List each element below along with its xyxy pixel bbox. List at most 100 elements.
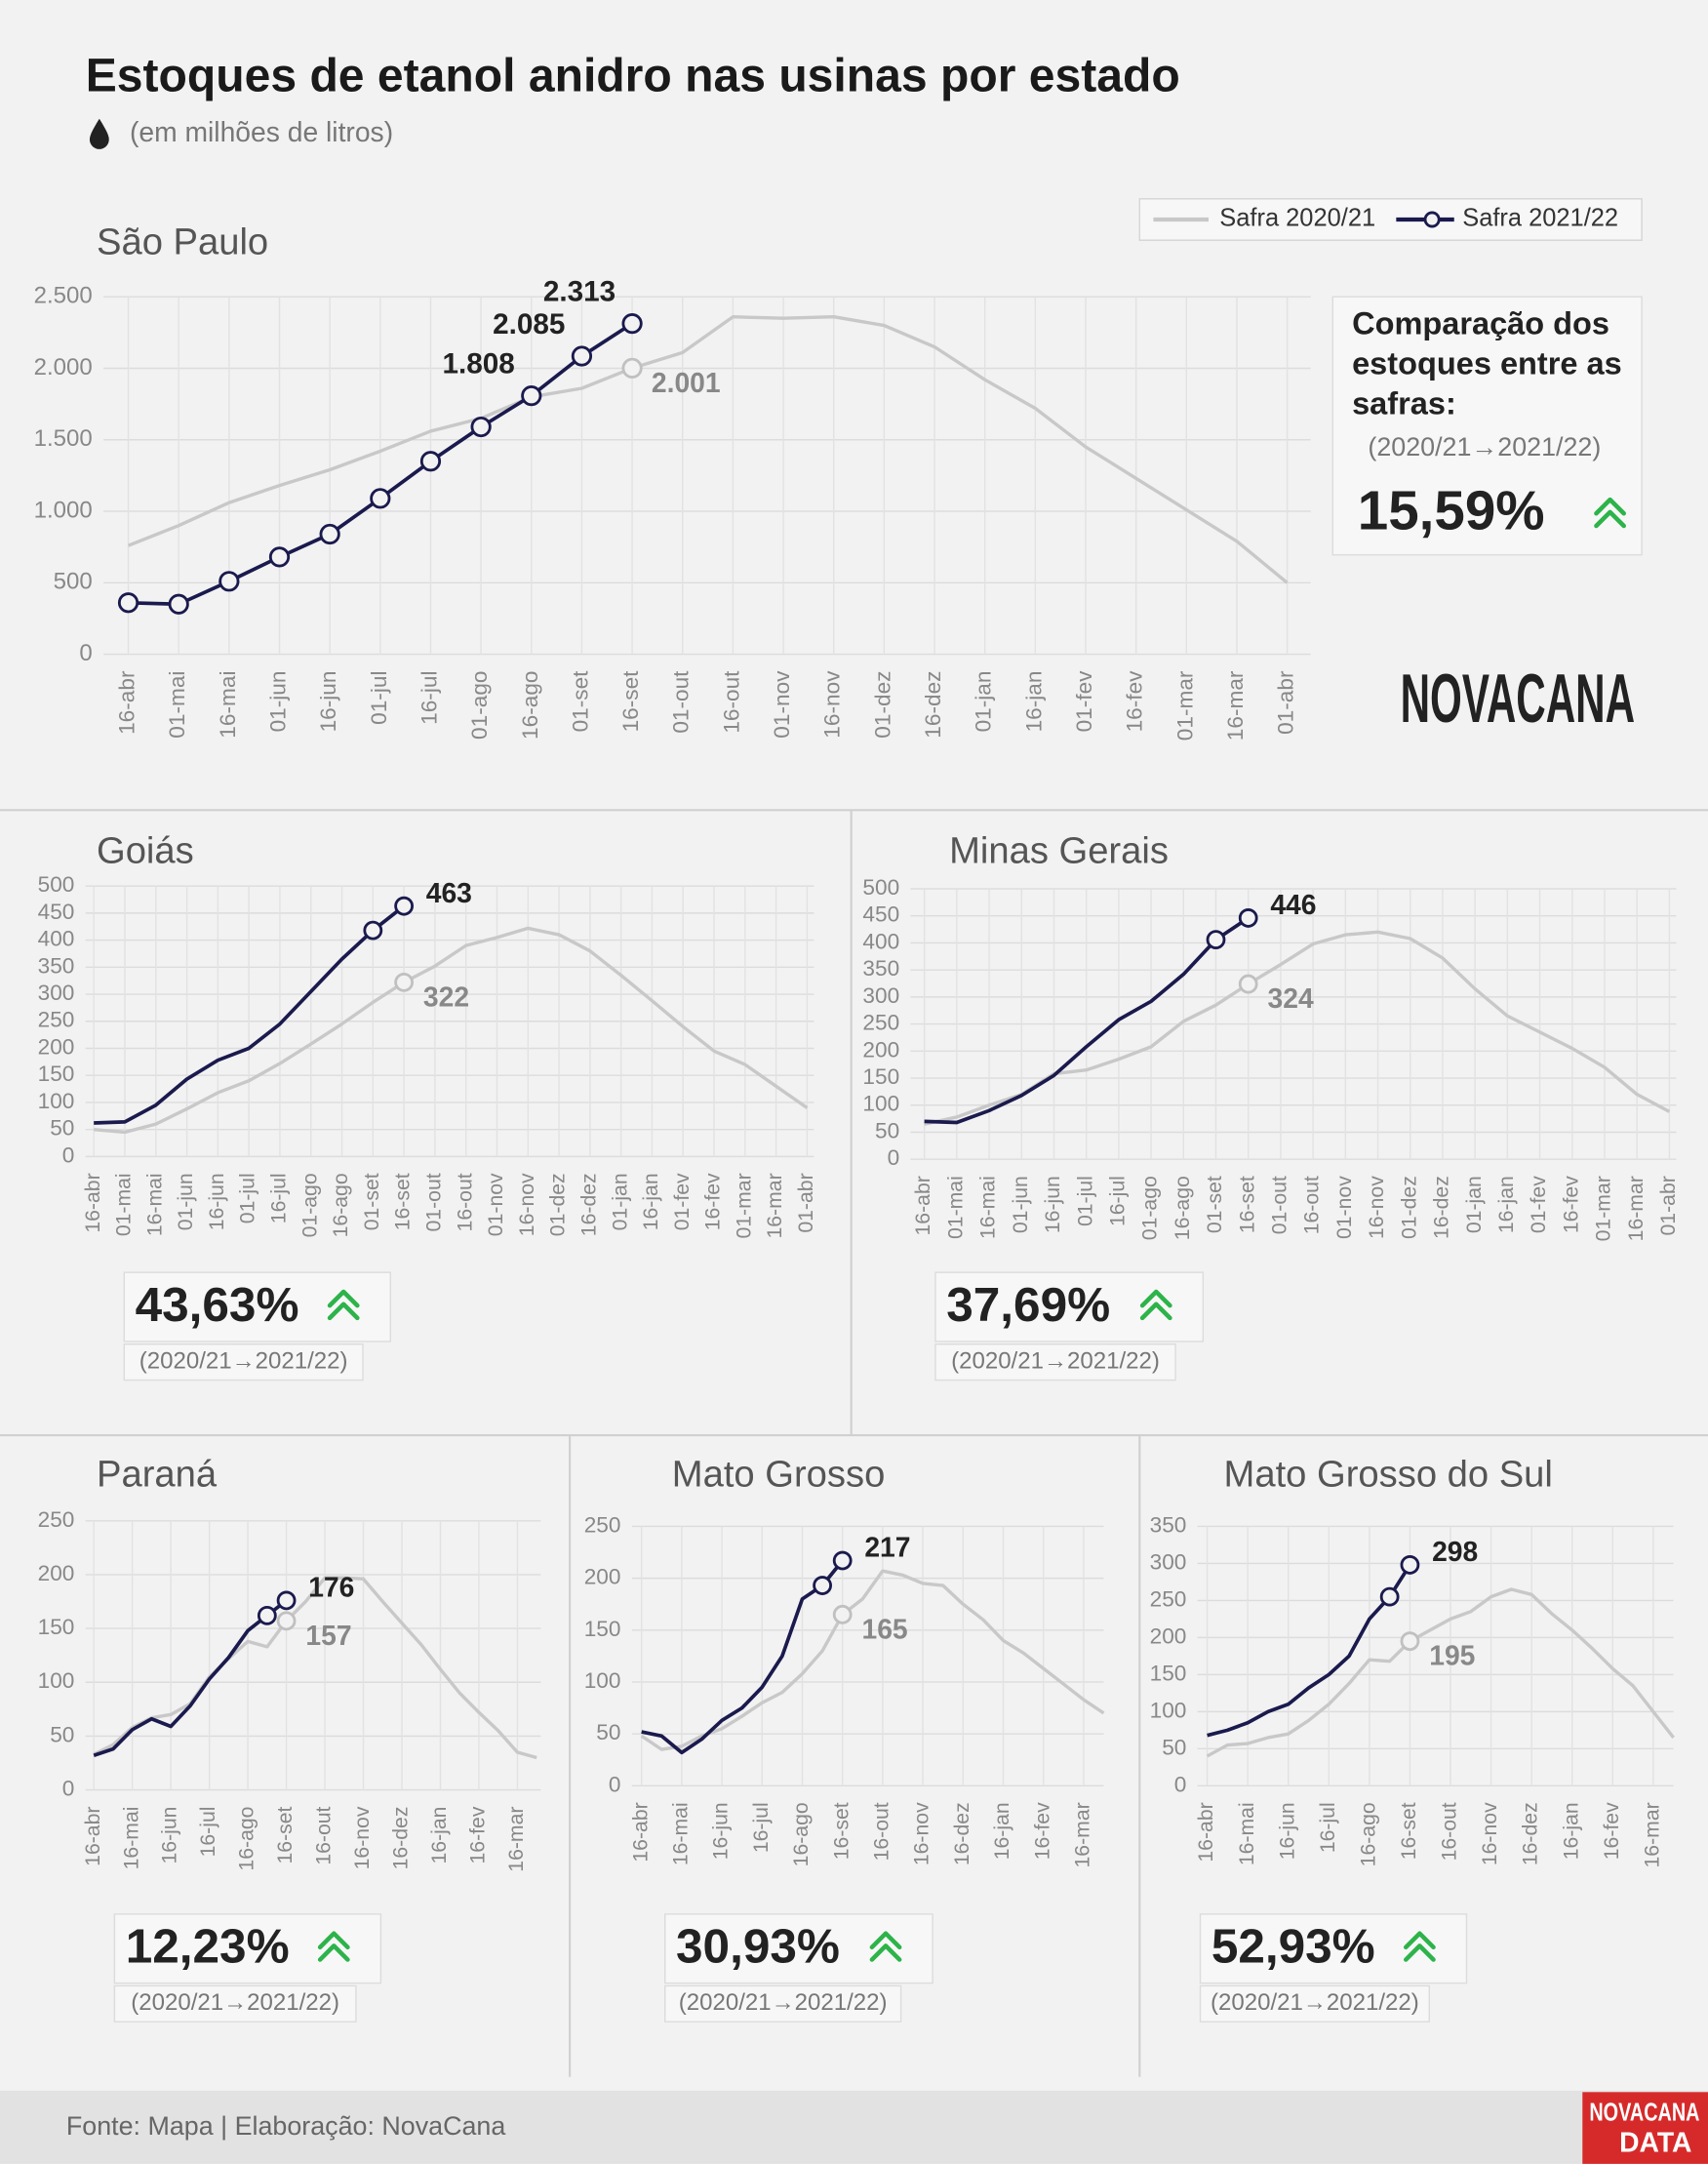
arrow-icon (317, 1944, 350, 1962)
data-label: 2.001 (652, 367, 721, 398)
badge (1582, 2092, 1708, 2164)
y-tick-label: 300 (1150, 1549, 1187, 1574)
x-tick-label: 01-out (1269, 1176, 1291, 1234)
x-tick-label: 01-jul (237, 1173, 259, 1223)
x-tick-label: 01-fev (1072, 670, 1096, 733)
point-marker (621, 313, 643, 335)
x-tick-label: 01-jan (972, 671, 996, 733)
x-tick-label: 16-mai (143, 1173, 166, 1236)
y-tick-label: 400 (862, 929, 899, 953)
comparison-period: (2020/21→2021/22) (131, 1989, 339, 2016)
x-tick-label: 16-dez (390, 1807, 413, 1870)
x-tick-label: 01-nov (485, 1173, 507, 1236)
point-marker (276, 1590, 297, 1611)
chart-title: Minas Gerais (949, 829, 1169, 871)
period-box (664, 1984, 902, 2023)
point-marker (1379, 1586, 1400, 1607)
arrow-icon (327, 1302, 360, 1321)
point-marker (621, 357, 643, 379)
y-tick-label: 200 (1150, 1623, 1187, 1648)
series-line (924, 916, 1250, 1125)
x-tick-label: 16-out (454, 1173, 476, 1231)
x-tick-label: 16-ago (236, 1807, 258, 1871)
y-tick-label: 150 (38, 1615, 75, 1639)
x-tick-label: 16-jul (1317, 1802, 1339, 1853)
y-tick-label: 2.500 (34, 283, 93, 309)
data-label: 165 (861, 1613, 907, 1644)
y-tick-label: 0 (62, 1142, 75, 1167)
x-tick-label: 01-ago (298, 1173, 321, 1237)
point-marker (1400, 1555, 1420, 1575)
x-tick-label: 01-set (568, 670, 592, 733)
x-tick-label: 16-ago (1172, 1176, 1194, 1240)
y-tick-label: 100 (862, 1092, 899, 1116)
y-tick-label: 500 (38, 872, 75, 897)
point-marker (1400, 1631, 1420, 1652)
data-label: 157 (305, 1620, 351, 1651)
y-tick-label: 200 (862, 1037, 899, 1062)
arrow-icon (869, 1944, 902, 1962)
x-tick-label: 01-mai (113, 1173, 136, 1236)
x-tick-label: 16-nov (1479, 1802, 1501, 1865)
comparison-period: (2020/21→2021/22) (679, 1989, 888, 2016)
y-tick-label: 100 (584, 1668, 621, 1693)
x-tick-label: 16-abr (1195, 1802, 1217, 1862)
y-tick-label: 100 (38, 1089, 75, 1113)
arrow-icon (1403, 1944, 1436, 1962)
x-tick-label: 16-abr (629, 1802, 652, 1862)
x-tick-label: 16-jun (159, 1807, 181, 1864)
x-tick-label: 01-set (361, 1173, 383, 1230)
arrow-icon (327, 1289, 360, 1308)
badge-text: DATA (1619, 2127, 1691, 2158)
drop-icon (89, 118, 109, 149)
series-line (641, 1559, 845, 1755)
x-tick-label: 01-nov (1333, 1176, 1356, 1239)
y-tick-label: 0 (888, 1145, 900, 1170)
x-tick-label: 16-fev (1560, 1176, 1582, 1233)
point-marker (218, 571, 240, 592)
x-tick-label: 16-dez (1431, 1176, 1453, 1239)
point-marker (363, 920, 383, 941)
x-tick-label: 01-mar (1593, 1176, 1615, 1241)
x-tick-label: 16-out (1301, 1176, 1324, 1234)
y-tick-label: 0 (1174, 1772, 1187, 1796)
y-tick-label: 450 (862, 902, 899, 927)
x-tick-label: 01-jan (609, 1173, 631, 1230)
y-tick-label: 0 (62, 1777, 75, 1801)
x-tick-label: 16-fev (1601, 1802, 1623, 1860)
x-tick-label: 01-jul (367, 671, 391, 725)
point-marker (257, 1605, 277, 1625)
legend-marker (1423, 211, 1441, 228)
y-tick-label: 350 (862, 956, 899, 981)
y-tick-label: 450 (38, 900, 75, 924)
arrow-icon (317, 1931, 350, 1950)
comparison-value: 12,23% (126, 1920, 290, 1974)
x-tick-label: 16-ago (518, 671, 542, 740)
x-tick-label: 16-out (313, 1806, 336, 1864)
y-tick-label: 50 (1162, 1735, 1186, 1759)
x-tick-label: 16-jun (316, 671, 340, 733)
x-tick-label: 16-abr (82, 1807, 104, 1866)
comparison-value: 30,93% (676, 1920, 840, 1974)
y-tick-label: 200 (38, 1034, 75, 1059)
x-tick-label: 16-set (1398, 1802, 1420, 1860)
y-tick-label: 500 (862, 875, 899, 900)
x-tick-label: 01-set (1204, 1176, 1226, 1233)
x-tick-label: 16-jul (750, 1802, 773, 1853)
comparison-value: 43,63% (136, 1278, 299, 1332)
point-marker (813, 1576, 832, 1595)
point-marker (268, 546, 291, 568)
data-label: 2.085 (493, 308, 565, 341)
y-tick-label: 250 (862, 1011, 899, 1035)
chart-title: Mato Grosso (672, 1454, 886, 1496)
y-tick-label: 150 (38, 1062, 75, 1086)
period-box (123, 1343, 364, 1382)
period-box (1199, 1984, 1431, 2023)
x-tick-label: 16-mar (1641, 1802, 1663, 1867)
x-tick-label: 01-mar (1172, 670, 1197, 741)
point-marker (1238, 908, 1258, 928)
y-tick-label: 1.000 (34, 497, 93, 523)
y-tick-label: 50 (50, 1116, 74, 1141)
x-tick-label: 16-set (830, 1802, 853, 1860)
